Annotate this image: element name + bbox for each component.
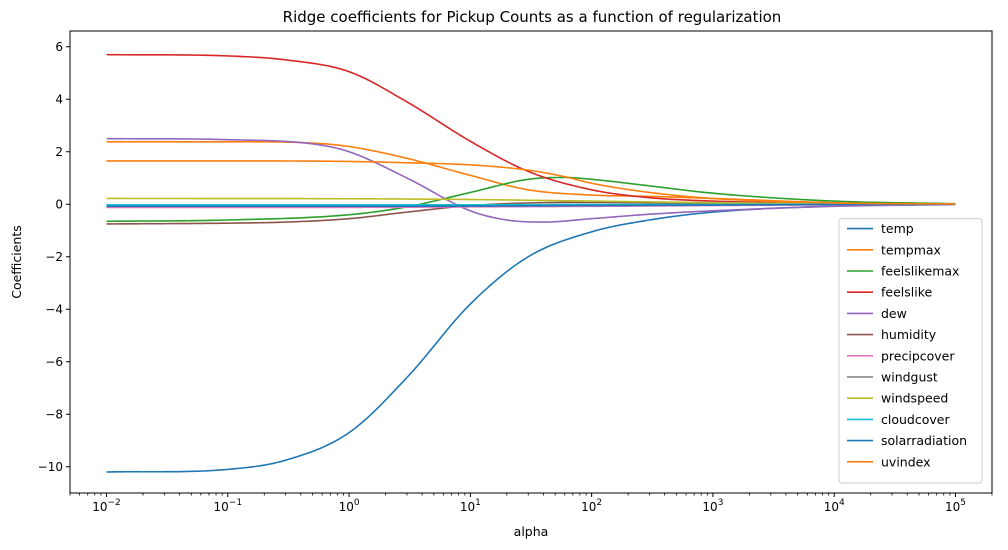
x-tick-label: 104 <box>824 498 845 514</box>
legend-label-precipcover: precipcover <box>881 348 955 363</box>
y-tick-label: −8 <box>45 407 63 421</box>
series-line-feelslike <box>106 53 956 206</box>
chart-title: Ridge coefficients for Pickup Counts as … <box>283 8 782 26</box>
y-tick-label: −2 <box>45 250 63 264</box>
y-tick-label: 2 <box>55 145 63 159</box>
plot-series <box>106 53 956 473</box>
x-tick-label: 100 <box>339 498 360 514</box>
x-tick-label: 103 <box>702 498 723 514</box>
chart-legend: temp tempmax feelslikemax feelslike dew humid… <box>838 218 983 484</box>
legend-label-feelslikemax: feelslikemax <box>881 264 959 279</box>
legend-label-solarradiation: solarradiation <box>881 433 967 448</box>
y-tick-label: −4 <box>45 302 63 316</box>
y-tick-label: −10 <box>38 460 63 474</box>
legend-label-windspeed: windspeed <box>881 391 948 406</box>
x-tick-label: 10−2 <box>92 498 121 514</box>
y-tick-label: 0 <box>55 197 63 211</box>
plot-area-frame <box>69 30 993 494</box>
legend-label-tempmax: tempmax <box>881 242 941 257</box>
legend-label-dew: dew <box>881 306 907 321</box>
legend-label-feelslike: feelslike <box>881 285 933 300</box>
legend-label-humidity: humidity <box>881 327 937 342</box>
series-line-dew <box>106 137 956 223</box>
x-axis-label: alpha <box>514 524 549 539</box>
x-tick-label: 10−1 <box>214 498 243 514</box>
series-line-temp <box>106 203 956 473</box>
legend-label-uvindex: uvindex <box>881 454 931 469</box>
y-tick-label: 6 <box>55 40 63 54</box>
legend-label-cloudcover: cloudcover <box>881 412 950 427</box>
legend-label-temp: temp <box>881 221 914 236</box>
series-line-feelslikemax <box>106 176 956 223</box>
series-line-solarradiation <box>106 203 956 208</box>
legend-label-windgust: windgust <box>881 370 938 385</box>
series-line-uvindex <box>106 160 956 205</box>
y-axis-label: Coefficients <box>9 225 24 299</box>
x-tick-label: 101 <box>460 498 481 514</box>
x-tick-label: 105 <box>945 498 966 514</box>
y-tick-label: 4 <box>55 92 63 106</box>
legend-frame <box>838 218 983 484</box>
y-tick-label: −6 <box>45 355 63 369</box>
x-tick-label: 102 <box>581 498 602 514</box>
axis-ticks: −10 −8 −6 −4 −2 0 2 4 6 10−2 10−1 100 101 102 103 104 10… <box>38 40 993 514</box>
